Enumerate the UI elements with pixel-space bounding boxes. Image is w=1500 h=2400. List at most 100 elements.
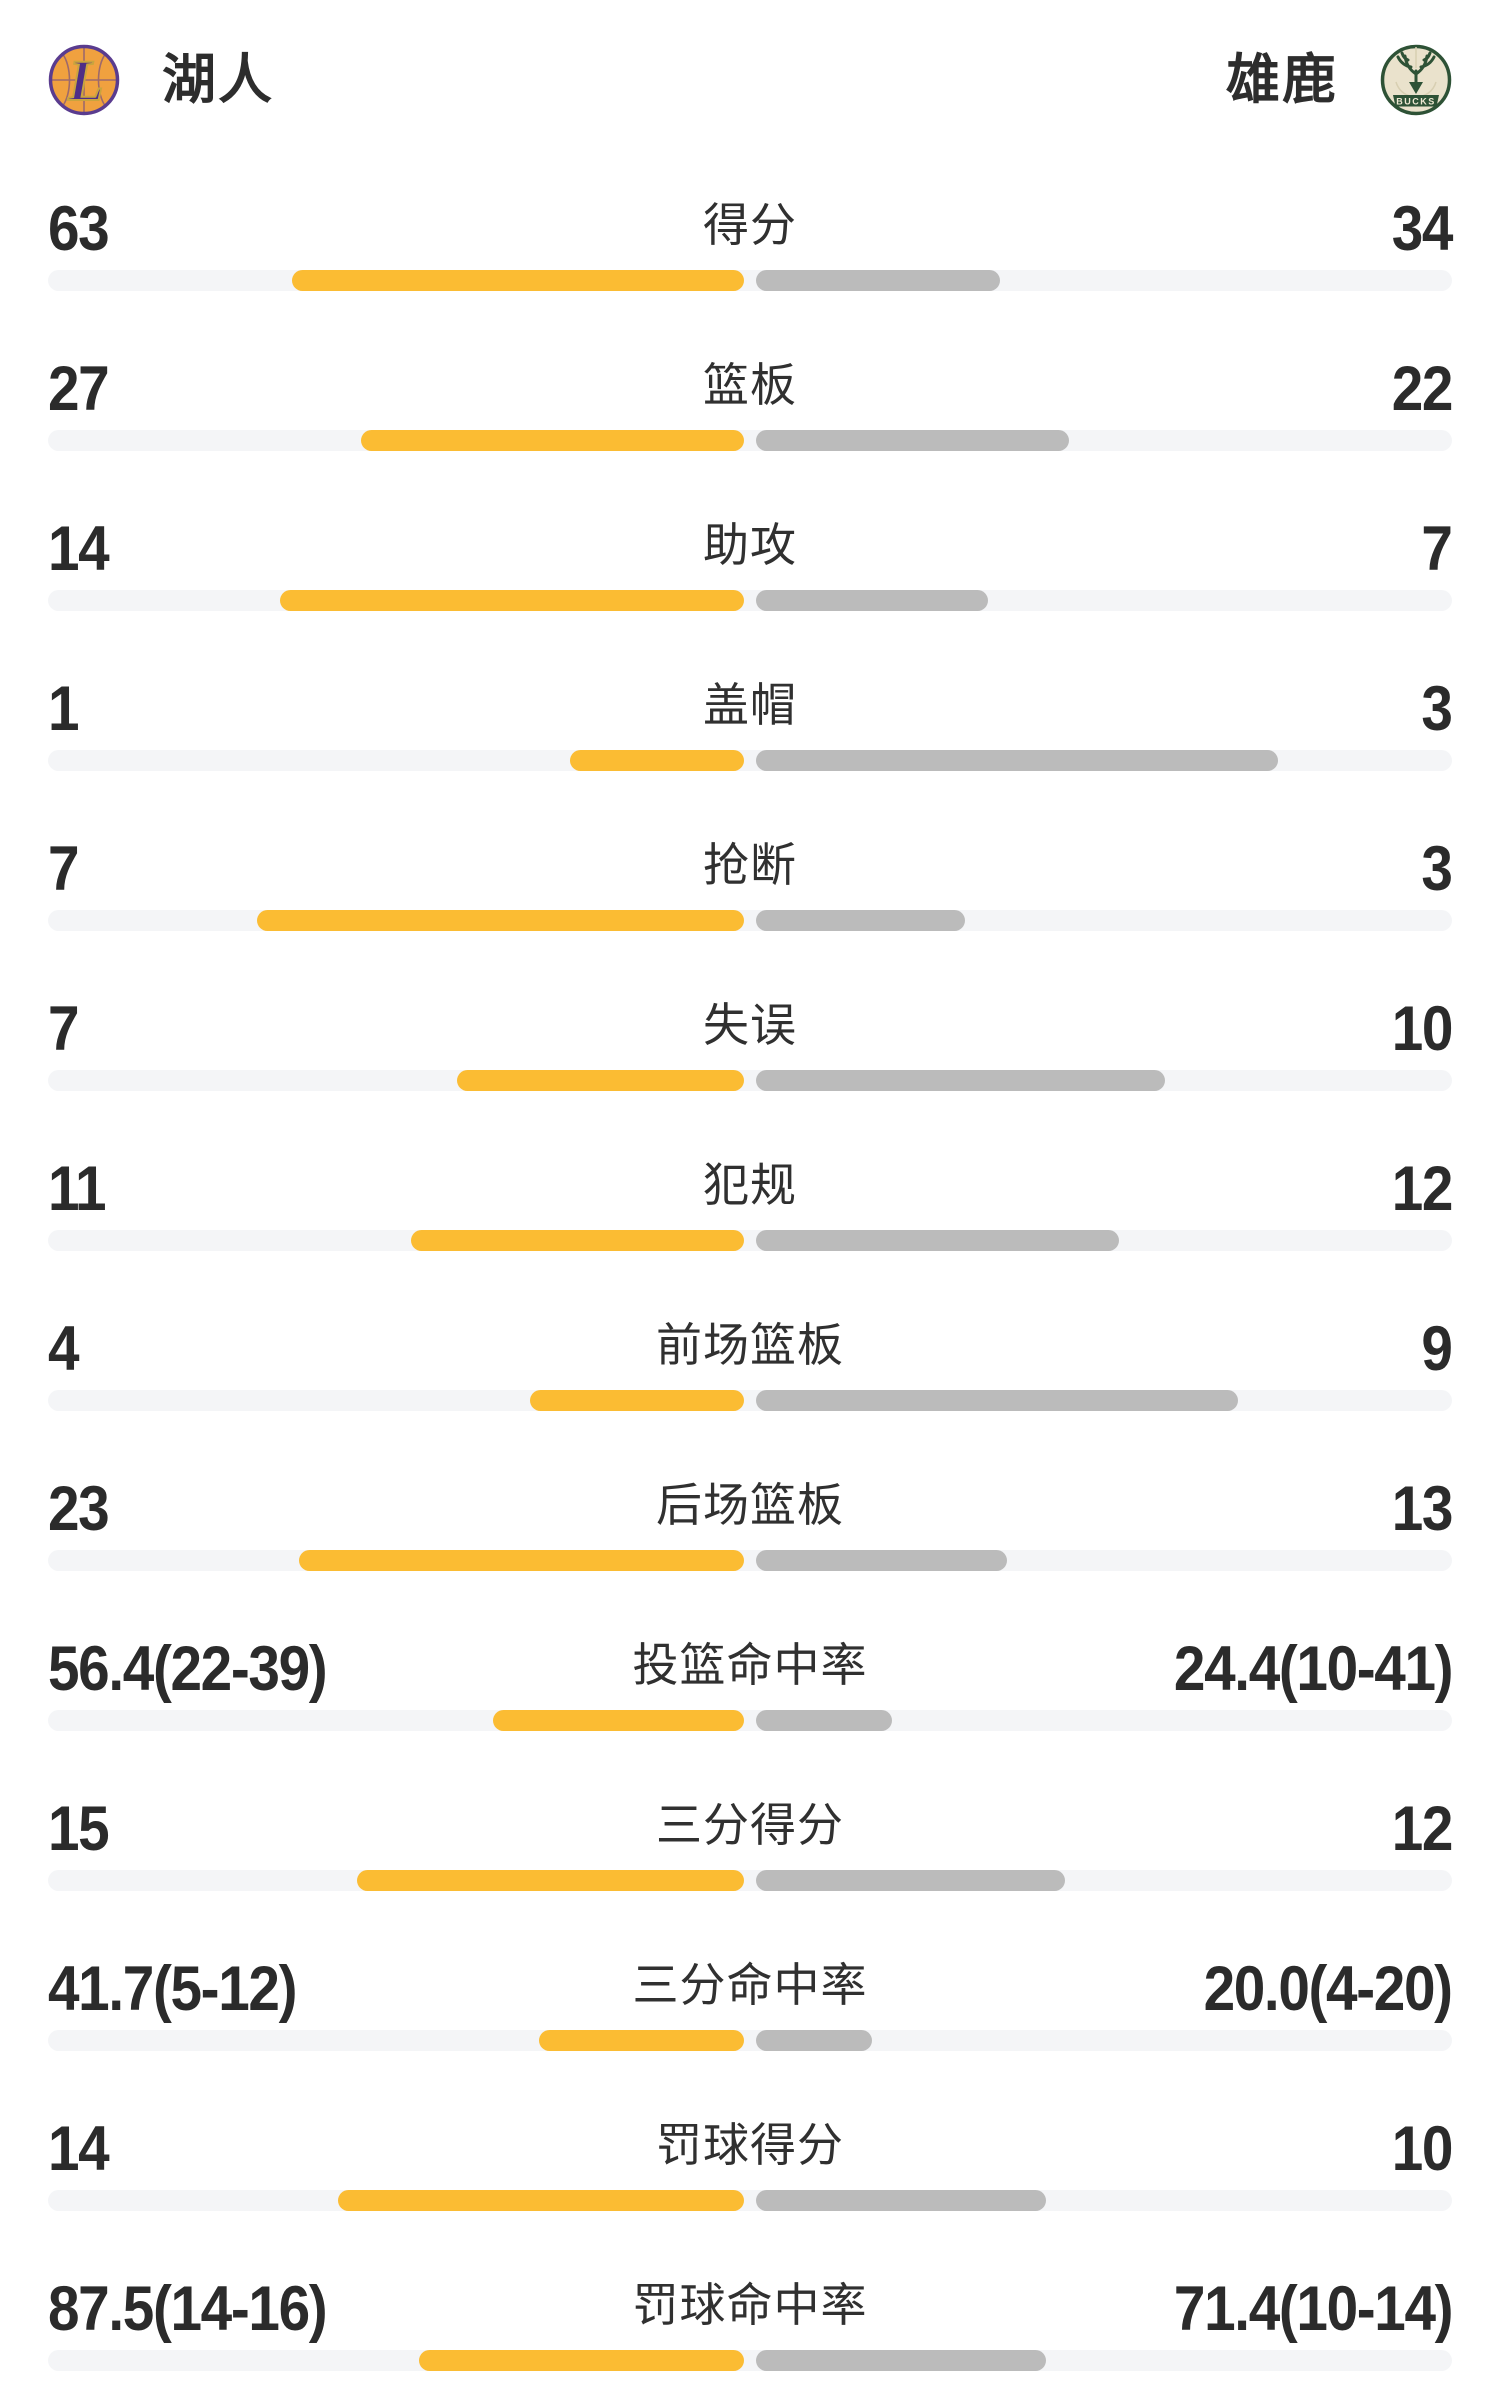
home-value: 23: [48, 1474, 110, 1544]
stat-row: 87.5(14-16) 罚球命中率 71.4(10-14): [0, 2240, 1500, 2400]
home-bar: [539, 2030, 744, 2051]
away-bar: [756, 1230, 1119, 1251]
stat-label: 三分命中率: [632, 1959, 868, 2011]
stat-label: 三分得分: [656, 1799, 844, 1851]
away-value: 13: [1391, 1474, 1454, 1544]
stat-label: 后场篮板: [656, 1479, 844, 1531]
home-value: 1: [48, 674, 80, 744]
stat-values: 87.5(14-16) 罚球命中率 71.4(10-14): [48, 2240, 1454, 2350]
away-bar: [756, 1550, 1007, 1571]
stat-bar-track: [48, 750, 1452, 771]
stat-row: 15 三分得分 12: [0, 1760, 1500, 1920]
away-bar: [756, 1870, 1065, 1891]
home-bar: [299, 1550, 744, 1571]
home-bar: [419, 2350, 744, 2371]
away-value: 71.4(10-14): [1173, 2274, 1454, 2344]
home-bar: [292, 270, 744, 291]
home-bar: [361, 430, 744, 451]
stat-values: 7 失误 10: [48, 960, 1454, 1070]
home-bar: [530, 1390, 744, 1411]
stat-bar-track: [48, 910, 1452, 931]
away-bar: [756, 1070, 1165, 1091]
away-value: 3: [1421, 674, 1454, 744]
stat-values: 14 助攻 7: [48, 480, 1454, 590]
home-value: 15: [48, 1794, 110, 1864]
away-bar: [756, 270, 1000, 291]
stat-values: 27 篮板 22: [48, 320, 1454, 430]
home-value: 7: [48, 834, 80, 904]
stats-list: 63 得分 34 27 篮板 22 14 助攻 7: [0, 160, 1500, 2400]
stat-values: 1 盖帽 3: [48, 640, 1454, 750]
away-value: 34: [1391, 194, 1454, 264]
stat-label: 盖帽: [703, 679, 797, 731]
away-bar: [756, 910, 965, 931]
stat-label: 犯规: [703, 1159, 797, 1211]
stat-label: 抢断: [703, 839, 797, 891]
stat-row: 56.4(22-39) 投篮命中率 24.4(10-41): [0, 1600, 1500, 1760]
home-bar: [570, 750, 744, 771]
stat-values: 11 犯规 12: [48, 1120, 1454, 1230]
away-value: 7: [1421, 514, 1454, 584]
away-bar: [756, 590, 988, 611]
home-bar: [411, 1230, 744, 1251]
stat-row: 63 得分 34: [0, 160, 1500, 320]
home-value: 63: [48, 194, 110, 264]
away-bar: [756, 1390, 1238, 1411]
bucks-logo-icon: BUCKS: [1380, 44, 1452, 116]
stat-row: 4 前场篮板 9: [0, 1280, 1500, 1440]
away-team-name: 雄鹿: [1226, 50, 1338, 110]
home-bar: [457, 1070, 744, 1091]
home-team-name: 湖人: [162, 50, 274, 110]
home-team: L 湖人: [48, 44, 274, 116]
away-value: 10: [1391, 2114, 1454, 2184]
away-value: 3: [1421, 834, 1454, 904]
stat-row: 1 盖帽 3: [0, 640, 1500, 800]
stat-row: 7 失误 10: [0, 960, 1500, 1120]
stat-label: 得分: [703, 199, 797, 251]
stat-bar-track: [48, 1550, 1452, 1571]
stat-row: 14 助攻 7: [0, 480, 1500, 640]
away-value: 22: [1391, 354, 1454, 424]
away-value: 24.4(10-41): [1173, 1634, 1454, 1704]
home-value: 14: [48, 2114, 110, 2184]
home-bar: [357, 1870, 744, 1891]
stat-bar-track: [48, 1710, 1452, 1731]
stat-values: 15 三分得分 12: [48, 1760, 1454, 1870]
stat-bar-track: [48, 1070, 1452, 1091]
home-bar: [280, 590, 744, 611]
stat-values: 7 抢断 3: [48, 800, 1454, 910]
home-bar: [493, 1710, 744, 1731]
stat-bar-track: [48, 2350, 1452, 2371]
away-value: 10: [1391, 994, 1454, 1064]
home-value: 27: [48, 354, 110, 424]
stat-label: 投篮命中率: [632, 1639, 868, 1691]
away-value: 9: [1421, 1314, 1454, 1384]
stat-label: 前场篮板: [656, 1319, 844, 1371]
stat-bar-track: [48, 1390, 1452, 1411]
stat-row: 11 犯规 12: [0, 1120, 1500, 1280]
away-bar: [756, 430, 1069, 451]
stat-bar-track: [48, 1870, 1452, 1891]
away-bar: [756, 1710, 892, 1731]
home-value: 11: [48, 1154, 107, 1224]
stat-values: 41.7(5-12) 三分命中率 20.0(4-20): [48, 1920, 1453, 2030]
stat-bar-track: [48, 430, 1452, 451]
away-team: 雄鹿 BUCKS: [1226, 44, 1452, 116]
stat-row: 23 后场篮板 13: [0, 1440, 1500, 1600]
scoreboard-header: L 湖人 雄鹿: [0, 0, 1500, 160]
stat-values: 4 前场篮板 9: [48, 1280, 1454, 1390]
away-value: 12: [1391, 1154, 1454, 1224]
away-bar: [756, 2350, 1046, 2371]
stat-bar-track: [48, 2030, 1452, 2051]
stat-label: 篮板: [703, 359, 797, 411]
stat-label: 罚球得分: [656, 2119, 844, 2171]
away-value: 12: [1391, 1794, 1454, 1864]
stat-label: 罚球命中率: [632, 2279, 868, 2331]
home-value: 4: [48, 1314, 80, 1384]
away-bar: [756, 2190, 1046, 2211]
stat-bar-track: [48, 590, 1452, 611]
stat-bar-track: [48, 270, 1452, 291]
stat-bar-track: [48, 2190, 1452, 2211]
away-bar: [756, 750, 1278, 771]
stat-row: 14 罚球得分 10: [0, 2080, 1500, 2240]
